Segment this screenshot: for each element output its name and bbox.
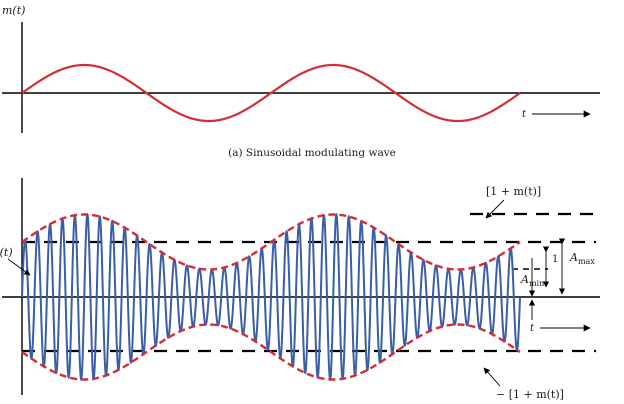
panel-b-t-label: t [530,323,535,334]
one-label: 1 [552,254,558,265]
upper-envelope [21,213,521,271]
panel-a-t-label: t [522,109,527,120]
lower-envelope [21,323,521,381]
s-label-arrow [7,258,31,276]
am-carrier-wave [21,212,521,382]
amax-label: Amax [569,251,595,266]
amin-label: Amin [520,273,544,288]
panel-a-caption: (a) Sinusoidal modulating wave [228,147,396,159]
upper-envelope-arrow [485,199,505,219]
modulating-wave [21,63,521,123]
panel-b-s-label: s(t) [0,246,13,259]
lower-envelope-arrow [483,367,501,387]
lower-envelope-label: − [1 + m(t)] [496,388,564,401]
upper-envelope-label: [1 + m(t)] [486,185,541,198]
panel-b: s(t) [1 + m(t)] − [1 + m(t)] t 1 Amax Am… [0,178,600,401]
panel-a: m(t) t (a) Sinusoidal modulating wave [2,4,600,159]
panel-a-y-label: m(t) [2,4,25,17]
